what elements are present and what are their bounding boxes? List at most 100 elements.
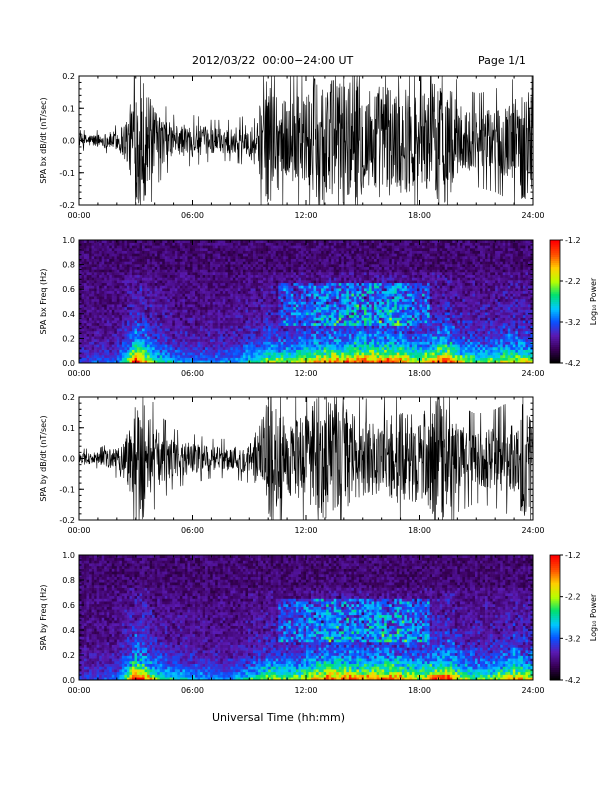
spectrogram-cell — [91, 352, 95, 356]
spectrogram-cell — [184, 306, 188, 310]
spectrogram-cell — [187, 304, 191, 308]
spectrogram-cell — [200, 288, 203, 292]
spectrogram-cell — [217, 312, 221, 316]
spectrogram-cell — [94, 346, 97, 350]
spectrogram-cell — [197, 261, 201, 265]
spectrogram-cell — [131, 346, 135, 350]
spectrogram-cell — [177, 298, 181, 302]
y-tick-label: 0.0 — [62, 137, 75, 146]
spectrogram-cell — [154, 360, 158, 364]
spectrogram-cell — [154, 320, 158, 324]
spectrogram-cell — [268, 274, 271, 278]
spectrogram-cell — [308, 320, 312, 324]
spectrogram-cell — [341, 314, 345, 318]
spectrogram-cell — [260, 333, 264, 337]
spectrogram-cell — [202, 357, 206, 361]
spectrogram-cell — [79, 242, 82, 246]
spectrogram-cell — [86, 250, 90, 254]
spectrogram-cell — [331, 333, 335, 337]
spectrogram-cell — [210, 357, 213, 361]
spectrogram-cell — [298, 357, 302, 361]
spectrogram-cell — [195, 277, 198, 281]
spectrogram-cell — [225, 333, 229, 337]
spectrogram-cell — [94, 314, 97, 318]
spectrogram-cell — [79, 274, 82, 278]
spectrogram-cell — [341, 242, 345, 246]
spectrogram-cell — [275, 290, 279, 294]
spectrogram-cell — [285, 253, 289, 257]
spectrogram-cell — [167, 341, 171, 345]
spectrogram-cell — [174, 322, 178, 326]
spectrogram-cell — [131, 344, 135, 348]
spectrogram-cell — [260, 338, 264, 342]
spectrogram-cell — [255, 298, 259, 302]
spectrogram-cell — [106, 298, 110, 302]
spectrogram-cell — [192, 333, 196, 337]
spectrogram-cell — [260, 360, 264, 364]
spectrogram-cell — [328, 304, 332, 308]
spectrogram-cell — [164, 256, 168, 260]
spectrogram-cell — [250, 301, 254, 305]
spectrogram-cell — [255, 317, 259, 321]
spectrogram-cell — [295, 261, 299, 265]
spectrogram-cell — [84, 264, 87, 268]
spectrogram-cell — [220, 248, 224, 251]
spectrogram-cell — [290, 245, 294, 249]
spectrogram-cell — [162, 296, 166, 300]
spectrogram-cell — [247, 248, 251, 251]
spectrogram-cell — [99, 298, 102, 302]
spectrogram-cell — [242, 322, 246, 326]
spectrogram-cell — [298, 296, 302, 300]
spectrogram-cell — [104, 258, 108, 262]
spectrogram-cell — [230, 346, 234, 350]
spectrogram-cell — [298, 346, 302, 350]
spectrogram-cell — [280, 328, 284, 332]
spectrogram-cell — [94, 248, 97, 251]
spectrogram-cell — [245, 338, 249, 342]
spectrogram-cell — [86, 288, 90, 292]
page-title: 2012/03/22 00:00−24:00 UT — [192, 54, 354, 67]
spectrogram-cell — [326, 333, 329, 337]
spectrogram-cell — [212, 349, 216, 353]
spectrogram-cell — [210, 341, 213, 345]
spectrogram-cell — [318, 357, 322, 361]
spectrogram-cell — [311, 248, 314, 251]
spectrogram-cell — [237, 272, 241, 276]
spectrogram-cell — [235, 333, 239, 337]
spectrogram-cell — [192, 293, 196, 297]
spectrogram-cell — [323, 346, 327, 350]
spectrogram-cell — [195, 314, 198, 318]
spectrogram-cell — [162, 298, 166, 302]
spectrogram-cell — [147, 245, 150, 249]
spectrogram-cell — [162, 242, 166, 246]
spectrogram-cell — [285, 296, 289, 300]
spectrogram-cell — [316, 314, 319, 318]
spectrogram-cell — [99, 306, 102, 310]
spectrogram-cell — [162, 269, 166, 273]
spectrogram-cell — [195, 274, 198, 278]
spectrogram-cell — [200, 360, 203, 364]
spectrogram-cell — [283, 333, 287, 337]
spectrogram-cell — [182, 338, 186, 342]
spectrogram-cell — [235, 336, 239, 340]
spectrogram-cell — [230, 338, 234, 342]
spectrogram-cell — [263, 253, 266, 257]
spectrogram-cell — [126, 274, 130, 278]
spectrogram-cell — [195, 272, 198, 276]
spectrogram-cell — [311, 317, 314, 321]
spectrogram-cell — [144, 248, 148, 251]
spectrogram-cell — [157, 288, 161, 292]
spectrogram-cell — [111, 333, 115, 337]
spectrogram-cell — [182, 266, 186, 270]
spectrogram-cell — [121, 250, 125, 254]
spectrogram-cell — [260, 314, 264, 318]
spectrogram-cell — [311, 250, 314, 254]
spectrogram-cell — [121, 306, 125, 310]
spectrogram-cell — [217, 306, 221, 310]
spectrogram-cell — [192, 344, 196, 348]
spectrogram-cell — [280, 245, 284, 249]
spectrogram-cell — [109, 264, 113, 268]
spectrogram-cell — [245, 328, 249, 332]
spectrogram-cell — [195, 360, 198, 364]
spectrogram-cell — [205, 245, 208, 249]
